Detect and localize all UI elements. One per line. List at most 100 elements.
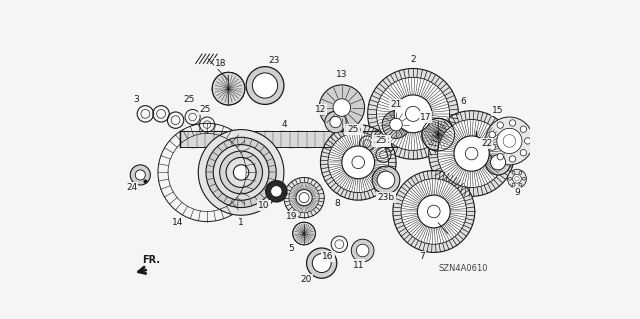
Circle shape	[356, 244, 369, 257]
Circle shape	[246, 67, 284, 104]
Text: SZN4A0610: SZN4A0610	[438, 264, 488, 273]
Circle shape	[130, 165, 150, 185]
Text: 2: 2	[410, 55, 416, 63]
Text: 10: 10	[258, 201, 269, 210]
Circle shape	[512, 171, 515, 174]
Text: 25b: 25b	[344, 125, 362, 134]
Text: 5: 5	[289, 243, 294, 253]
Text: 22: 22	[481, 139, 492, 148]
Text: 15: 15	[492, 106, 504, 115]
Circle shape	[522, 177, 525, 180]
Circle shape	[352, 156, 365, 169]
Circle shape	[394, 95, 432, 133]
Circle shape	[519, 171, 522, 174]
Circle shape	[497, 122, 504, 128]
Circle shape	[406, 106, 420, 122]
Circle shape	[489, 131, 495, 138]
Circle shape	[376, 77, 449, 150]
Circle shape	[465, 147, 478, 160]
Circle shape	[252, 73, 278, 98]
Circle shape	[307, 248, 337, 278]
Circle shape	[497, 153, 504, 160]
Circle shape	[422, 118, 454, 151]
Circle shape	[328, 132, 388, 193]
Text: 11: 11	[353, 261, 364, 270]
Circle shape	[515, 176, 519, 181]
Circle shape	[367, 69, 458, 159]
Circle shape	[135, 170, 145, 180]
Circle shape	[284, 177, 324, 218]
Circle shape	[429, 111, 515, 197]
Circle shape	[351, 239, 374, 262]
Text: 3: 3	[133, 95, 139, 104]
Text: 12: 12	[315, 105, 326, 114]
Text: 25: 25	[348, 125, 359, 134]
Circle shape	[212, 72, 245, 105]
Circle shape	[289, 182, 319, 213]
Circle shape	[226, 158, 256, 188]
Circle shape	[213, 145, 269, 200]
Circle shape	[486, 117, 533, 165]
Circle shape	[401, 179, 467, 244]
Text: 18: 18	[215, 59, 227, 68]
Circle shape	[513, 174, 522, 183]
Text: 9: 9	[514, 188, 520, 197]
Circle shape	[509, 120, 516, 126]
Circle shape	[503, 135, 516, 147]
Circle shape	[321, 124, 396, 200]
Circle shape	[489, 144, 495, 150]
Circle shape	[330, 116, 341, 128]
Text: 19: 19	[285, 212, 297, 221]
Text: 23b: 23b	[378, 193, 394, 202]
Circle shape	[296, 189, 312, 206]
Circle shape	[198, 130, 284, 215]
Text: 16: 16	[323, 252, 333, 261]
Text: 14: 14	[172, 218, 184, 227]
Circle shape	[524, 138, 531, 144]
Circle shape	[319, 85, 365, 130]
Text: 25: 25	[200, 105, 211, 114]
Circle shape	[234, 165, 249, 180]
Circle shape	[486, 150, 511, 175]
Text: 7: 7	[420, 252, 426, 261]
Circle shape	[325, 111, 346, 133]
Circle shape	[292, 222, 316, 245]
Text: 1: 1	[238, 218, 244, 227]
Circle shape	[454, 136, 489, 171]
Text: 20: 20	[300, 275, 312, 284]
Circle shape	[271, 186, 282, 197]
Circle shape	[393, 171, 475, 252]
Circle shape	[333, 99, 351, 116]
Circle shape	[220, 151, 262, 194]
Circle shape	[428, 205, 440, 218]
Circle shape	[382, 111, 410, 138]
Circle shape	[206, 137, 276, 208]
Circle shape	[438, 120, 506, 188]
Circle shape	[497, 128, 522, 153]
Circle shape	[509, 177, 511, 180]
Circle shape	[520, 126, 527, 132]
Text: 21: 21	[390, 100, 402, 109]
Circle shape	[390, 118, 403, 131]
Text: 25: 25	[184, 95, 195, 104]
Circle shape	[519, 183, 522, 186]
Circle shape	[372, 166, 400, 194]
Circle shape	[342, 146, 374, 179]
Text: 23: 23	[269, 56, 280, 65]
Text: 8: 8	[335, 199, 340, 208]
Text: FR.: FR.	[142, 255, 160, 265]
Text: 4: 4	[281, 120, 287, 129]
Circle shape	[417, 195, 450, 228]
Circle shape	[509, 156, 516, 162]
Circle shape	[266, 181, 287, 202]
Circle shape	[490, 155, 506, 170]
Circle shape	[520, 150, 527, 156]
Text: 25: 25	[376, 137, 387, 145]
Circle shape	[299, 193, 309, 203]
Text: 17: 17	[420, 113, 431, 122]
Circle shape	[312, 254, 331, 272]
Text: 13: 13	[336, 70, 348, 79]
Circle shape	[508, 169, 526, 188]
Circle shape	[377, 171, 395, 189]
Text: 24: 24	[126, 183, 137, 192]
